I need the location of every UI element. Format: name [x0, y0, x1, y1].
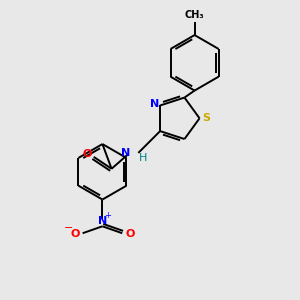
Text: O: O — [70, 229, 80, 239]
Text: +: + — [104, 211, 111, 220]
Text: CH₃: CH₃ — [185, 10, 204, 20]
Text: H: H — [139, 153, 148, 163]
Text: N: N — [98, 216, 107, 226]
Text: S: S — [202, 113, 211, 123]
Text: N: N — [121, 148, 130, 158]
Text: N: N — [149, 100, 159, 110]
Text: −: − — [64, 223, 74, 233]
Text: O: O — [82, 149, 92, 159]
Text: O: O — [125, 229, 135, 239]
